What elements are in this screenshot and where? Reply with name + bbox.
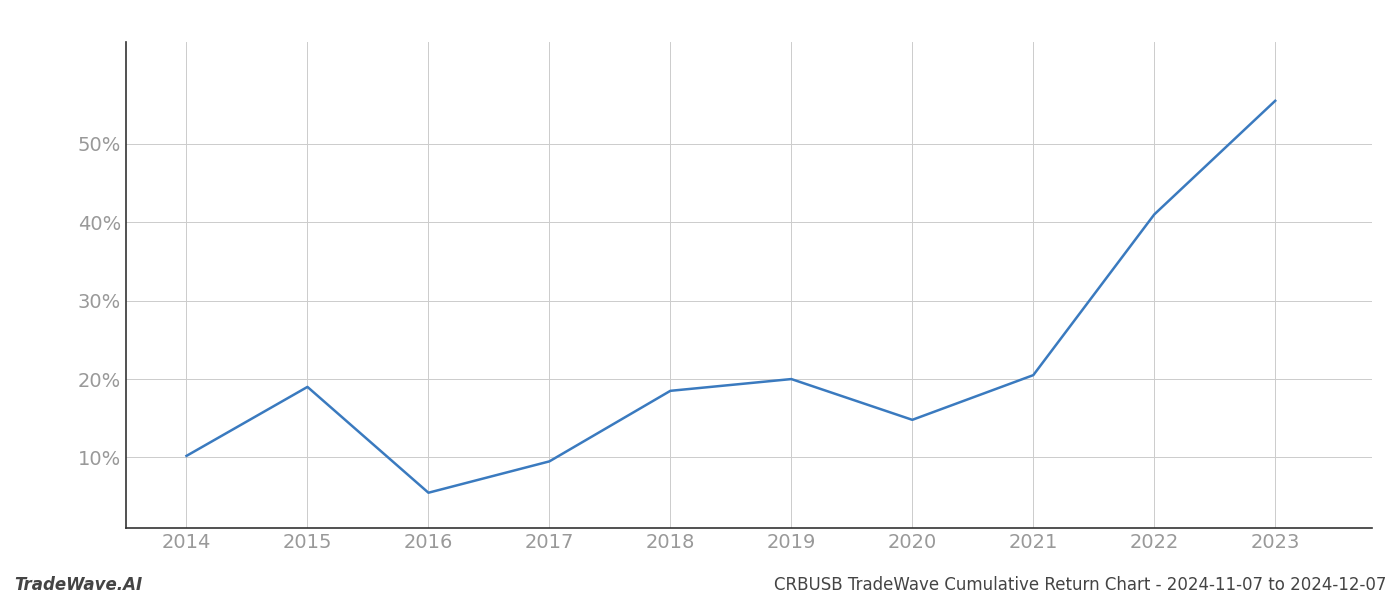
Text: CRBUSB TradeWave Cumulative Return Chart - 2024-11-07 to 2024-12-07: CRBUSB TradeWave Cumulative Return Chart… bbox=[774, 576, 1386, 594]
Text: TradeWave.AI: TradeWave.AI bbox=[14, 576, 143, 594]
